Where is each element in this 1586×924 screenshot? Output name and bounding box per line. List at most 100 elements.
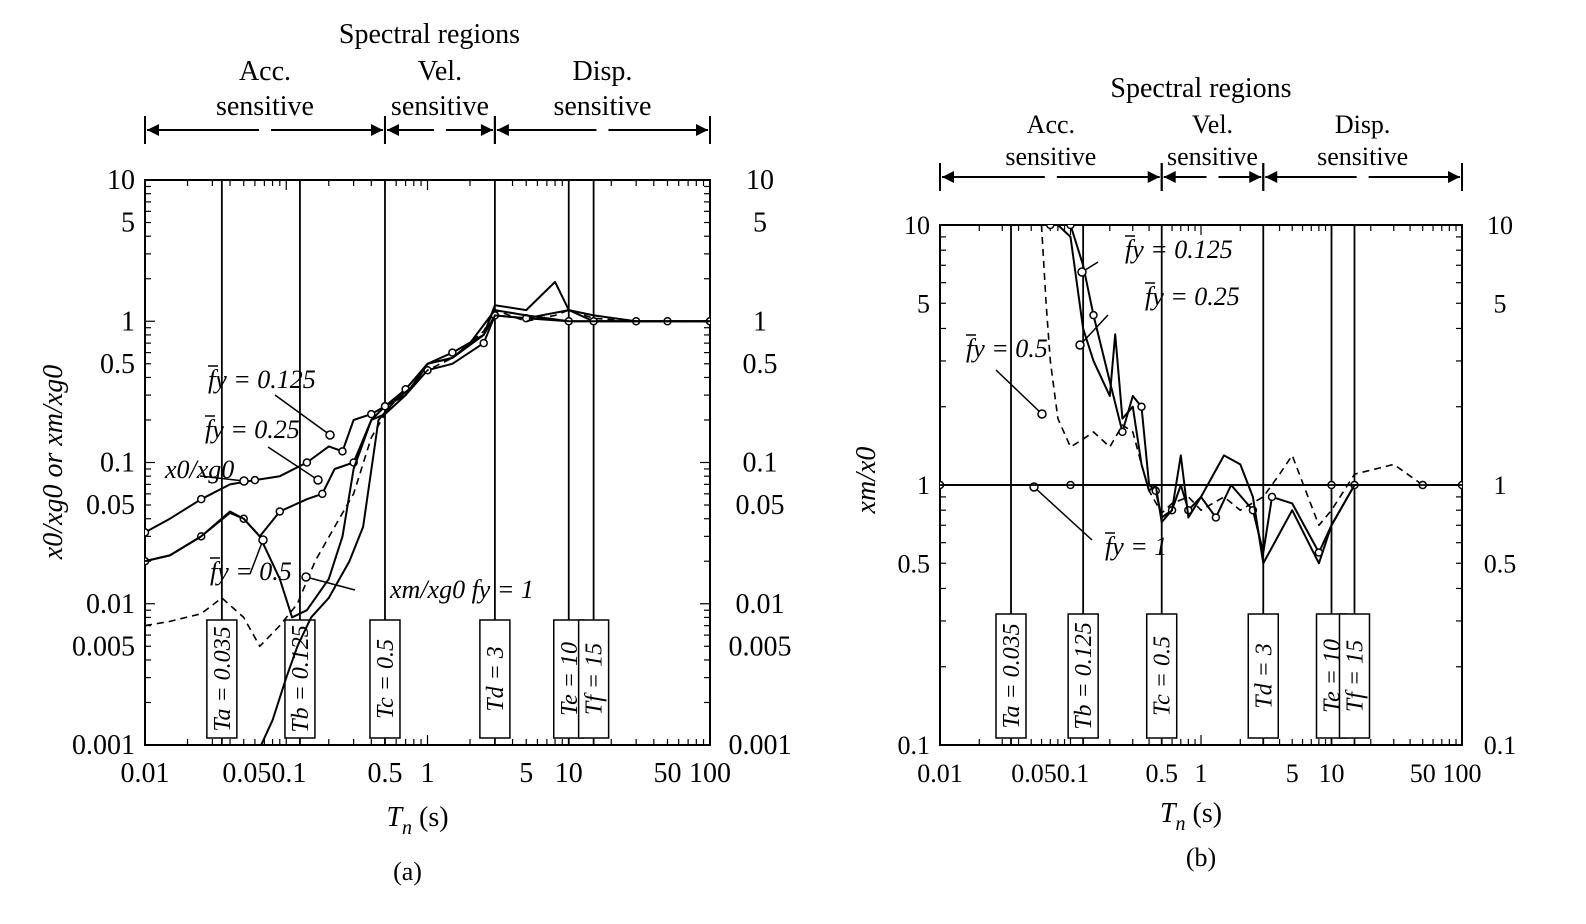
period-label-Ta: Ta = 0.035 — [999, 623, 1025, 728]
region-title: Spectral regions — [339, 19, 520, 50]
annotation-leader — [1079, 314, 1109, 346]
x-axis-label: Tn (s) — [1160, 798, 1222, 835]
period-label-Ta: Ta = 0.035 — [210, 626, 236, 731]
annotation-leader — [249, 539, 264, 575]
series-marker — [1089, 310, 1098, 320]
region-label: Disp. — [1335, 110, 1391, 139]
series-marker — [250, 475, 260, 485]
annotation-label: fy = 0.125 — [1125, 235, 1233, 264]
annotation-leader — [274, 394, 331, 436]
y-tick-label: 5 — [917, 289, 930, 318]
y-tick-label-right: 10 — [746, 165, 774, 196]
series-line-fy-0-25 — [1057, 225, 1423, 565]
x-tick-label: 0.050.1 — [222, 758, 306, 789]
region-title: Spectral regions — [1110, 73, 1291, 104]
annotation-point — [1037, 409, 1047, 419]
x-label-subscript: n — [1176, 813, 1186, 835]
series-line-xm-xg0-fy-1 — [260, 309, 710, 745]
period-label-Tb: Tb = 0.125 — [288, 625, 314, 733]
region-label: Vel. — [418, 56, 462, 87]
y-tick-label-right: 0.1 — [1484, 731, 1517, 760]
chart-panel-b: Spectral regions Acc. sensitive Vel. sensiti… — [851, 73, 1516, 872]
y-tick-label: 10 — [904, 211, 930, 240]
series-group — [940, 225, 1462, 565]
y-tick-label: 0.5 — [100, 349, 135, 380]
annotation-label: fy = 1 — [1105, 532, 1167, 561]
period-label-box — [995, 613, 1027, 739]
series-marker — [1066, 225, 1075, 230]
x-label-subscript: n — [402, 817, 412, 839]
y-tick-label: 0.1 — [100, 448, 135, 479]
annotation-label: fy = 0.5 — [966, 334, 1048, 363]
series-marker — [479, 338, 488, 348]
region-label: Acc. — [1027, 110, 1075, 139]
x-label-symbol: T — [386, 802, 404, 833]
annotation-point — [325, 430, 335, 440]
x-axis-label: Tn (s) — [386, 802, 448, 839]
y-tick-label-right: 0.005 — [729, 631, 792, 662]
series-marker — [196, 494, 206, 504]
series-marker — [1137, 402, 1146, 411]
annotation-point — [258, 535, 268, 545]
period-label-Tc: Tc = 0.5 — [1150, 636, 1176, 716]
y-axis-label: xm/x0 — [851, 447, 882, 515]
period-label-box — [1247, 613, 1280, 739]
region-label: sensitive — [553, 91, 651, 122]
period-label-Tf: Tf = 15 — [1342, 640, 1368, 712]
annotation-leader — [1033, 486, 1093, 541]
annotation-label: fy = 0.5 — [210, 557, 292, 586]
y-tick-label-right: 0.1 — [743, 448, 778, 479]
y-tick-label: 0.01 — [86, 589, 135, 620]
period-label-box — [479, 619, 511, 739]
annotation-leader — [267, 446, 319, 481]
y-tick-label: 0.05 — [86, 490, 135, 521]
y-tick-label-right: 0.05 — [736, 490, 785, 521]
region-label: sensitive — [391, 91, 489, 122]
annotation-label: fy = 0.25 — [205, 415, 300, 444]
y-tick-label-right: 10 — [1487, 211, 1513, 240]
region-label: Vel. — [1192, 110, 1233, 139]
series-marker — [1118, 427, 1127, 437]
y-tick-label-right: 0.01 — [736, 589, 785, 620]
series-marker — [1267, 492, 1277, 502]
y-tick-label-right: 5 — [753, 208, 767, 239]
x-tick-label: 100 — [1443, 759, 1482, 788]
x-tick-label: 100 — [689, 758, 731, 789]
region-label: sensitive — [216, 91, 314, 122]
series-marker — [448, 348, 457, 357]
period-label-Tc: Tc = 0.5 — [373, 639, 399, 719]
x-tick-label: 0.5 — [367, 758, 402, 789]
period-label-box — [206, 619, 238, 739]
y-tick-label: 1 — [917, 471, 930, 500]
x-tick-label: 0.01 — [121, 758, 170, 789]
figure-caption: (a) — [393, 857, 422, 886]
x-tick-label: 0.050.1 — [1011, 759, 1089, 788]
y-tick-label: 0.1 — [898, 731, 931, 760]
y-tick-label-right: 0.5 — [743, 349, 778, 380]
series-marker — [338, 447, 347, 456]
x-tick-label: 10 — [555, 758, 583, 789]
x-tick-label: 0.01 — [917, 759, 963, 788]
x-tick-label: 5 — [1286, 759, 1299, 788]
chart-panel-a: Spectral regions Acc. sensitive Vel. sensiti… — [38, 19, 792, 886]
y-tick-label: 0.5 — [898, 549, 931, 578]
annotation-label: x0/xg0 — [164, 455, 234, 484]
series-marker — [1211, 513, 1221, 522]
y-tick-label-right: 0.5 — [1484, 549, 1517, 578]
x-tick-label: 10 — [1319, 759, 1345, 788]
annotation-point — [1075, 340, 1085, 350]
annotation-point — [313, 475, 323, 485]
x-tick-label: 1 — [421, 758, 435, 789]
series-line-fy-0-25 — [145, 280, 710, 619]
y-tick-label-right: 1 — [1494, 471, 1507, 500]
region-label: Disp. — [572, 56, 632, 87]
series-line-fy-0-5 — [1040, 225, 1424, 527]
x-tick-label: 50 — [653, 758, 681, 789]
y-tick-label-right: 0.001 — [729, 730, 792, 761]
y-tick-label: 0.001 — [72, 730, 135, 761]
period-label-Tb: Tb = 0.125 — [1071, 622, 1097, 730]
figure-caption: (b) — [1186, 843, 1216, 872]
series-marker — [380, 402, 390, 411]
annotation-leader — [305, 576, 356, 591]
